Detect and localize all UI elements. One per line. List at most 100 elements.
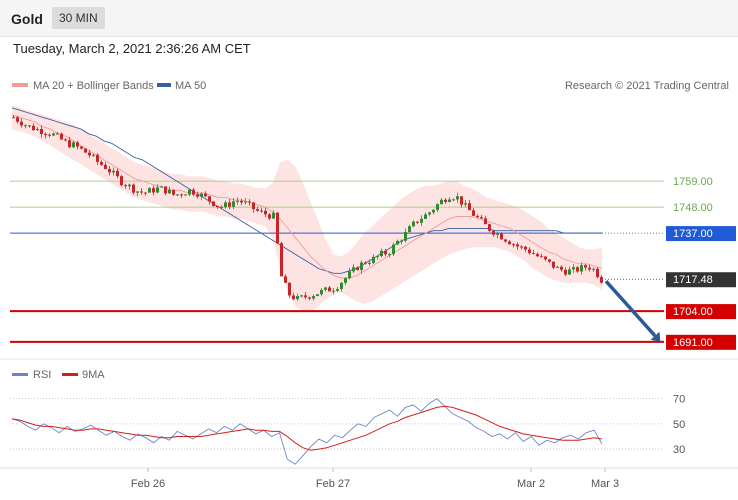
candle-body-55: [232, 201, 235, 207]
candle-body-133: [544, 256, 547, 260]
candle-body-142: [580, 265, 583, 272]
candle-body-18: [84, 148, 87, 153]
candle-body-92: [380, 250, 383, 257]
candle-body-108: [444, 199, 447, 202]
candle-body-130: [532, 253, 535, 255]
legend-9ma-label: 9MA: [82, 369, 105, 381]
candle-body-136: [556, 266, 559, 268]
candle-body-126: [516, 244, 519, 247]
candle-body-140: [572, 267, 575, 270]
candle-body-53: [224, 202, 227, 208]
candle-body-143: [584, 265, 587, 268]
candle-body-98: [404, 232, 407, 241]
candle-body-83: [344, 278, 347, 283]
candle-body-95: [392, 244, 395, 255]
candle-body-27: [120, 176, 123, 186]
candle-body-71: [296, 296, 299, 300]
candle-body-58: [244, 201, 247, 203]
candle-body-122: [500, 233, 503, 240]
candle-body-69: [288, 282, 291, 296]
legend-ma50-swatch: [157, 83, 171, 87]
rsi-tick-30: 30: [673, 444, 685, 456]
candle-body-3: [24, 125, 27, 127]
candle-body-99: [408, 226, 411, 233]
candle-body-123: [504, 239, 507, 242]
candle-body-19: [88, 152, 91, 156]
candle-body-94: [388, 254, 391, 256]
candle-body-105: [432, 209, 435, 213]
candle-body-100: [412, 221, 415, 227]
timeframe-button[interactable]: 30 MIN: [52, 7, 105, 29]
candle-body-39: [168, 189, 171, 194]
forecast-arrow-head: [650, 331, 661, 342]
candle-body-131: [536, 254, 539, 257]
candle-body-73: [304, 295, 307, 298]
candle-body-117: [480, 217, 483, 219]
candle-body-116: [476, 215, 479, 218]
candle-body-22: [100, 161, 103, 165]
candle-body-65: [272, 212, 275, 219]
candle-body-106: [436, 204, 439, 210]
candle-body-127: [520, 246, 523, 248]
pivot-label-box: [666, 226, 736, 242]
candle-body-2: [20, 121, 23, 126]
candle-body-84: [348, 271, 351, 279]
candle-body-72: [300, 295, 303, 297]
candle-body-13: [64, 139, 67, 141]
candle-body-97: [400, 240, 403, 242]
support-label-box-4: [666, 304, 736, 320]
candle-body-54: [228, 202, 231, 207]
candle-body-29: [128, 184, 131, 187]
candle-body-57: [240, 200, 243, 203]
candle-body-90: [372, 256, 375, 263]
x-axis: Feb 26 Feb 27 Mar 2 Mar 3: [131, 468, 619, 490]
candle-body-17: [80, 146, 83, 149]
candle-body-24: [108, 168, 111, 173]
candle-body-16: [76, 142, 79, 147]
legend-rsi-swatch: [12, 373, 28, 376]
candle-body-10: [52, 133, 55, 136]
candle-body-89: [368, 262, 371, 264]
candle-body-6: [36, 128, 39, 131]
candle-body-109: [448, 199, 451, 202]
candle-body-125: [512, 244, 515, 246]
candle-body-46: [196, 194, 199, 197]
candle-body-47: [200, 193, 203, 197]
legend-ma50-label: MA 50: [175, 80, 206, 92]
candle-body-45: [192, 189, 195, 195]
price-panel: 1759.00 1748.00 1737.00 1717.48 1704.00 1691.…: [10, 105, 736, 350]
candle-body-103: [424, 214, 427, 219]
candle-body-147: [600, 277, 603, 283]
candle-body-141: [576, 267, 579, 272]
candle-body-66: [276, 212, 279, 244]
candle-body-21: [96, 154, 99, 162]
candle-body-104: [428, 212, 431, 215]
candle-body-41: [176, 194, 179, 196]
pivot-label: 1737.00: [673, 228, 713, 240]
candle-body-61: [256, 209, 259, 211]
candle-body-35: [152, 188, 155, 193]
candle-body-87: [360, 262, 363, 271]
candle-body-138: [564, 269, 567, 275]
candle-body-113: [464, 203, 467, 205]
candle-body-62: [260, 210, 263, 212]
candle-body-70: [292, 295, 295, 300]
candle-body-64: [268, 214, 271, 219]
candle-body-110: [452, 199, 455, 201]
candle-body-0: [12, 117, 15, 119]
candle-body-82: [340, 282, 343, 289]
candle-body-4: [28, 125, 31, 127]
current-price-box: [666, 272, 736, 288]
candle-body-20: [92, 154, 95, 156]
x-tick-label-1: Feb 27: [316, 478, 350, 490]
candle-body-124: [508, 241, 511, 245]
candle-body-81: [336, 288, 339, 291]
candle-body-51: [216, 205, 219, 207]
candle-body-129: [528, 249, 531, 254]
candle-body-36: [156, 187, 159, 193]
candle-body-15: [72, 142, 75, 148]
candle-body-135: [552, 261, 555, 268]
candle-body-49: [208, 196, 211, 202]
rsi-ma9-line: [11, 405, 603, 451]
candle-body-11: [56, 133, 59, 135]
